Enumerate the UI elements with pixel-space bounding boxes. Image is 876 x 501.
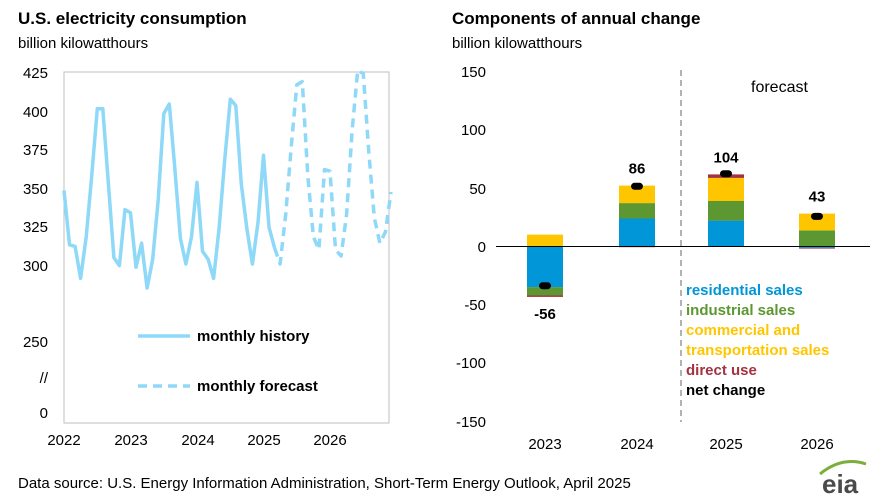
net-change-label-2024: 86 [629, 161, 646, 178]
right-chart-subtitle: billion kilowatthours [452, 35, 582, 52]
legend-commercial-line1: commercial and [686, 322, 800, 339]
right-y-tick-label: 100 [461, 122, 486, 139]
left-y-tick-label: 375 [23, 142, 48, 159]
right-y-tick-label: -150 [456, 414, 486, 431]
eia-logo: eia [819, 460, 867, 499]
left-y-tick-label: 325 [23, 219, 48, 236]
bar-residential-2023 [527, 246, 563, 288]
bar-industrial-2025 [708, 201, 744, 221]
left-y-tick-label: 300 [23, 258, 48, 275]
bar-commercial-2023 [527, 234, 563, 247]
net-change-marker-2024 [631, 182, 643, 190]
bars-group [527, 174, 835, 297]
right-y-axis: 150 100 50 0 -50 -100 -150 [456, 64, 486, 431]
right-y-tick-label: 50 [469, 181, 486, 198]
bar-commercial-2024 [619, 185, 655, 204]
left-x-tick-label: 2022 [47, 432, 80, 449]
net-change-marker-2025 [720, 170, 732, 178]
left-chart-title: U.S. electricity consumption [18, 9, 247, 28]
left-y-tick-label: // [40, 370, 49, 387]
left-x-axis: 2022 2023 2024 2025 2026 [47, 432, 346, 449]
right-x-axis: 2023 2024 2025 2026 [528, 436, 833, 453]
left-x-tick-label: 2024 [181, 432, 214, 449]
left-y-tick-label: 250 [23, 334, 48, 351]
left-plot-frame [63, 71, 390, 424]
net-change-marker-2026 [811, 212, 823, 220]
net-change-marker-2023 [539, 282, 551, 290]
legend-commercial-line2: transportation sales [686, 342, 829, 359]
right-x-tick-label: 2023 [528, 436, 561, 453]
forecast-series-line [272, 68, 393, 266]
right-y-tick-label: -50 [464, 297, 486, 314]
legend-forecast-label: monthly forecast [197, 378, 318, 395]
net-change-group: -56 86 104 43 [534, 149, 825, 323]
bar-commercial-2025 [708, 177, 744, 201]
right-y-tick-label: -100 [456, 355, 486, 372]
history-series-line [62, 97, 277, 290]
right-x-tick-label: 2024 [620, 436, 653, 453]
bar-residential-2025 [708, 220, 744, 247]
forecast-label: forecast [751, 79, 808, 96]
right-y-tick-label: 150 [461, 64, 486, 81]
left-y-tick-label: 425 [23, 65, 48, 82]
left-x-tick-label: 2026 [313, 432, 346, 449]
left-chart-subtitle: billion kilowatthours [18, 35, 148, 52]
net-change-label-2026: 43 [809, 189, 826, 206]
net-change-label-2025: 104 [713, 149, 739, 166]
bar-residential-2024 [619, 218, 655, 247]
right-y-tick-label: 0 [478, 239, 486, 256]
bar-industrial-2024 [619, 203, 655, 219]
bar-direct-use-2026 [799, 247, 835, 249]
bar-industrial-2023 [527, 287, 563, 296]
right-x-tick-label: 2026 [800, 436, 833, 453]
left-y-axis: 425 400 375 350 325 300 250 // 0 [23, 65, 49, 422]
data-source-note: Data source: U.S. Energy Information Adm… [18, 475, 631, 492]
bar-residential-2026 [799, 246, 835, 248]
right-legend: residential sales industrial sales comme… [686, 282, 829, 399]
left-y-tick-label: 350 [23, 181, 48, 198]
left-y-tick-label: 400 [23, 104, 48, 121]
legend-net-change: net change [686, 382, 765, 399]
legend-commercial: commercial and transportation sales [686, 322, 829, 359]
left-x-tick-label: 2025 [247, 432, 280, 449]
eia-logo-text: eia [822, 469, 859, 499]
right-x-tick-label: 2025 [709, 436, 742, 453]
left-x-tick-label: 2023 [114, 432, 147, 449]
bar-commercial-2026 [799, 213, 835, 231]
net-change-label-2023: -56 [534, 306, 556, 323]
right-chart-title: Components of annual change [452, 9, 700, 28]
bar-industrial-2026 [799, 230, 835, 247]
legend-industrial: industrial sales [686, 302, 795, 319]
legend-residential: residential sales [686, 282, 803, 299]
bar-direct-use-2023 [527, 295, 563, 297]
left-y-tick-label: 0 [40, 405, 48, 422]
legend-direct-use: direct use [686, 362, 757, 379]
eia-logo-swoosh [819, 460, 867, 476]
legend-history-label: monthly history [197, 328, 310, 345]
